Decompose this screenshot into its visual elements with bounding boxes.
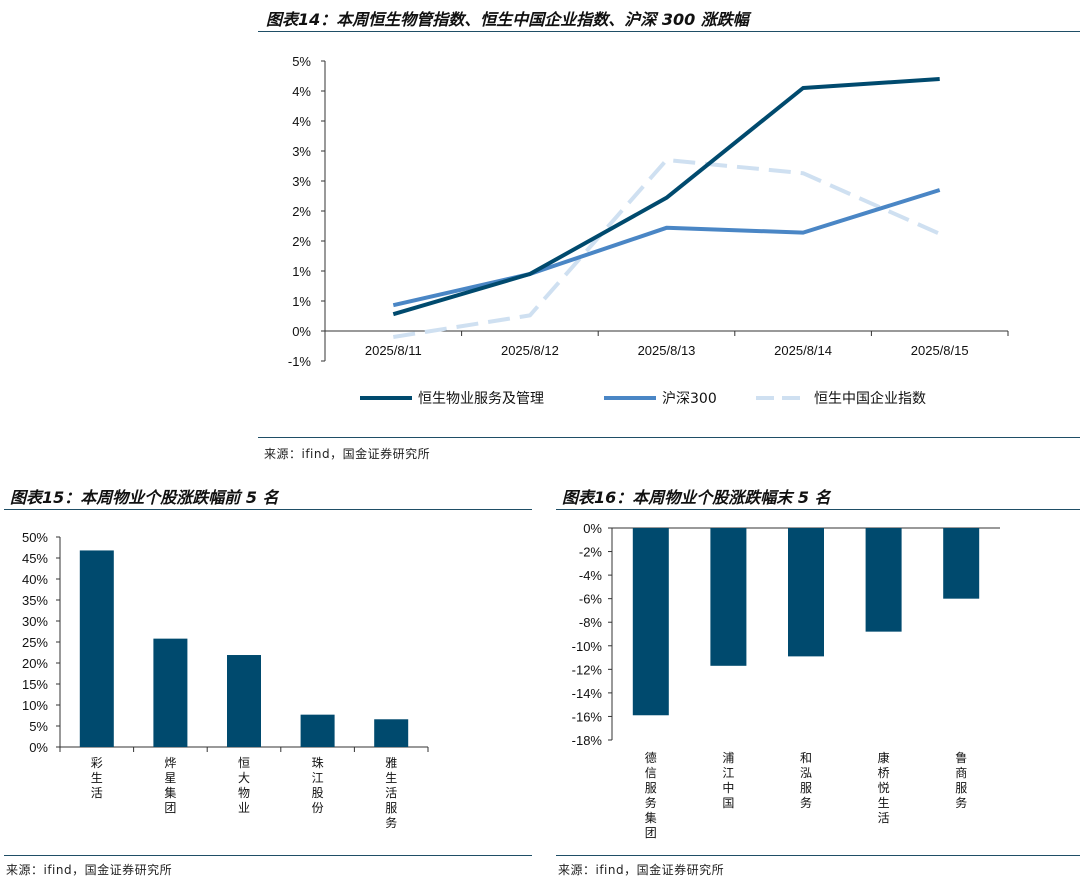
chart14-y-tick-label: -1% <box>288 354 312 369</box>
chart16-y-tick-label: -8% <box>579 615 603 630</box>
chart15-y-tick-label: 35% <box>22 593 48 608</box>
chart16-bar <box>788 528 824 657</box>
chart14-top-rule <box>258 31 1080 32</box>
chart14-bottom-rule <box>258 437 1080 438</box>
chart15-y-tick-label: 25% <box>22 635 48 650</box>
chart15-x-tick-label: 烨星集团 <box>164 756 176 815</box>
chart16-x-tick-label: 浦江中国 <box>722 751 734 810</box>
chart15-x-tick-label: 雅生活服务 <box>385 755 397 830</box>
chart15-y-tick-label: 10% <box>22 698 48 713</box>
chart14-y-tick-label: 4% <box>292 84 311 99</box>
chart16-bar <box>632 528 669 716</box>
chart16-y-tick-label: -4% <box>579 568 603 583</box>
chart15-x-tick-label: 珠江股份 <box>312 756 324 815</box>
chart14-y-tick-label: 2% <box>292 204 311 219</box>
chart14-series-line-2 <box>392 188 941 308</box>
chart15-bar <box>300 714 335 747</box>
chart14-y-tick-label: 5% <box>292 54 311 69</box>
chart14-y-tick-label: 2% <box>292 234 311 249</box>
chart14-legend-label: 恒生中国企业指数 <box>814 390 926 407</box>
chart14-y-tick-label: 4% <box>292 114 311 129</box>
chart15-bottom-rule <box>4 855 532 856</box>
chart15-bar <box>227 655 261 747</box>
chart16-source: 来源：ifind，国金证券研究所 <box>558 863 725 877</box>
chart14-x-tick-label: 2025/8/14 <box>774 343 832 358</box>
chart15-bar <box>79 550 114 747</box>
chart15-title: 图表15：本周物业个股涨跌幅前 5 名 <box>10 488 279 507</box>
chart14-line-chart: 5% 4% 4% 3% 3% 2% 2% 1% 1% 0% -1% 2025/8/11 2025/8/1… <box>288 54 1009 407</box>
chart16-bottom-rule <box>556 855 1080 856</box>
chart14-y-tick-label: 1% <box>292 294 311 309</box>
chart14-legend-label: 恒生物业服务及管理 <box>418 391 544 407</box>
chart14-y-tick-label: 3% <box>292 144 311 159</box>
chart16-y-tick-label: -14% <box>572 686 603 701</box>
chart14-y-tick-label: 3% <box>292 174 311 189</box>
chart16-y-tick-label: -2% <box>579 545 603 560</box>
chart16-y-tick-label: -18% <box>572 733 603 748</box>
chart16-x-tick-label: 鲁商服务 <box>955 751 967 810</box>
chart14-y-tick-label: 0% <box>292 324 311 339</box>
chart14-source: 来源：ifind，国金证券研究所 <box>264 447 431 461</box>
chart16-x-tick-label: 德信服务集团 <box>645 750 657 840</box>
chart16-y-tick-label: -6% <box>579 592 603 607</box>
chart15-y-tick-label: 5% <box>29 719 48 734</box>
chart15-x-tick-label: 彩生活 <box>91 756 103 800</box>
chart14-series-line-3 <box>392 158 941 339</box>
chart14-x-tick-label: 2025/8/12 <box>501 343 559 358</box>
chart16-x-tick-label: 和泓服务 <box>800 751 812 810</box>
chart15-y-tick-label: 45% <box>22 551 48 566</box>
chart14-series-line-1 <box>392 77 940 317</box>
chart14-x-tick-label: 2025/8/13 <box>638 343 696 358</box>
chart15-y-tick-label: 20% <box>22 656 48 671</box>
chart14-x-tick-label: 2025/8/11 <box>365 343 422 358</box>
chart16-y-tick-label: -10% <box>572 639 603 654</box>
chart15-y-tick-label: 15% <box>22 677 48 692</box>
chart16-x-tick-label: 康桥悦生活 <box>878 750 890 825</box>
chart15-bar <box>374 719 409 747</box>
chart16-bar <box>865 528 902 632</box>
chart15-x-tick-label: 恒大物业 <box>238 756 250 815</box>
chart16-title: 图表16：本周物业个股涨跌幅末 5 名 <box>562 488 831 507</box>
chart16-bar <box>710 528 747 666</box>
chart16-y-tick-label: 0% <box>583 521 602 536</box>
chart15-top-rule <box>4 509 532 510</box>
chart15-bar <box>153 638 188 747</box>
chart15-bar-chart: 50% 45% 40% 35% 30% 25% 20% 15% 10% 5% 0% 彩生活 烨星集团 恒大… <box>22 530 429 830</box>
chart14-legend-label: 沪深300 <box>662 391 717 407</box>
chart15-y-tick-label: 30% <box>22 614 48 629</box>
chart15-source: 来源：ifind，国金证券研究所 <box>6 863 173 877</box>
chart16-bar-chart: 0% -2% -4% -6% -8% -10% -12% -14% -16% -18% 德信服务集团… <box>572 521 1000 840</box>
chart15-y-tick-label: 40% <box>22 572 48 587</box>
chart14-x-tick-label: 2025/8/15 <box>911 343 969 358</box>
chart15-y-tick-label: 50% <box>22 530 48 545</box>
chart16-y-tick-label: -16% <box>572 709 603 724</box>
chart14-title: 图表14：本周恒生物管指数、恒生中国企业指数、沪深 300 涨跌幅 <box>266 10 749 29</box>
chart16-y-tick-label: -12% <box>572 662 603 677</box>
chart14-y-tick-label: 1% <box>292 264 311 279</box>
chart16-top-rule <box>556 509 1080 510</box>
chart16-bar <box>943 528 980 599</box>
chart15-y-tick-label: 0% <box>29 740 48 755</box>
